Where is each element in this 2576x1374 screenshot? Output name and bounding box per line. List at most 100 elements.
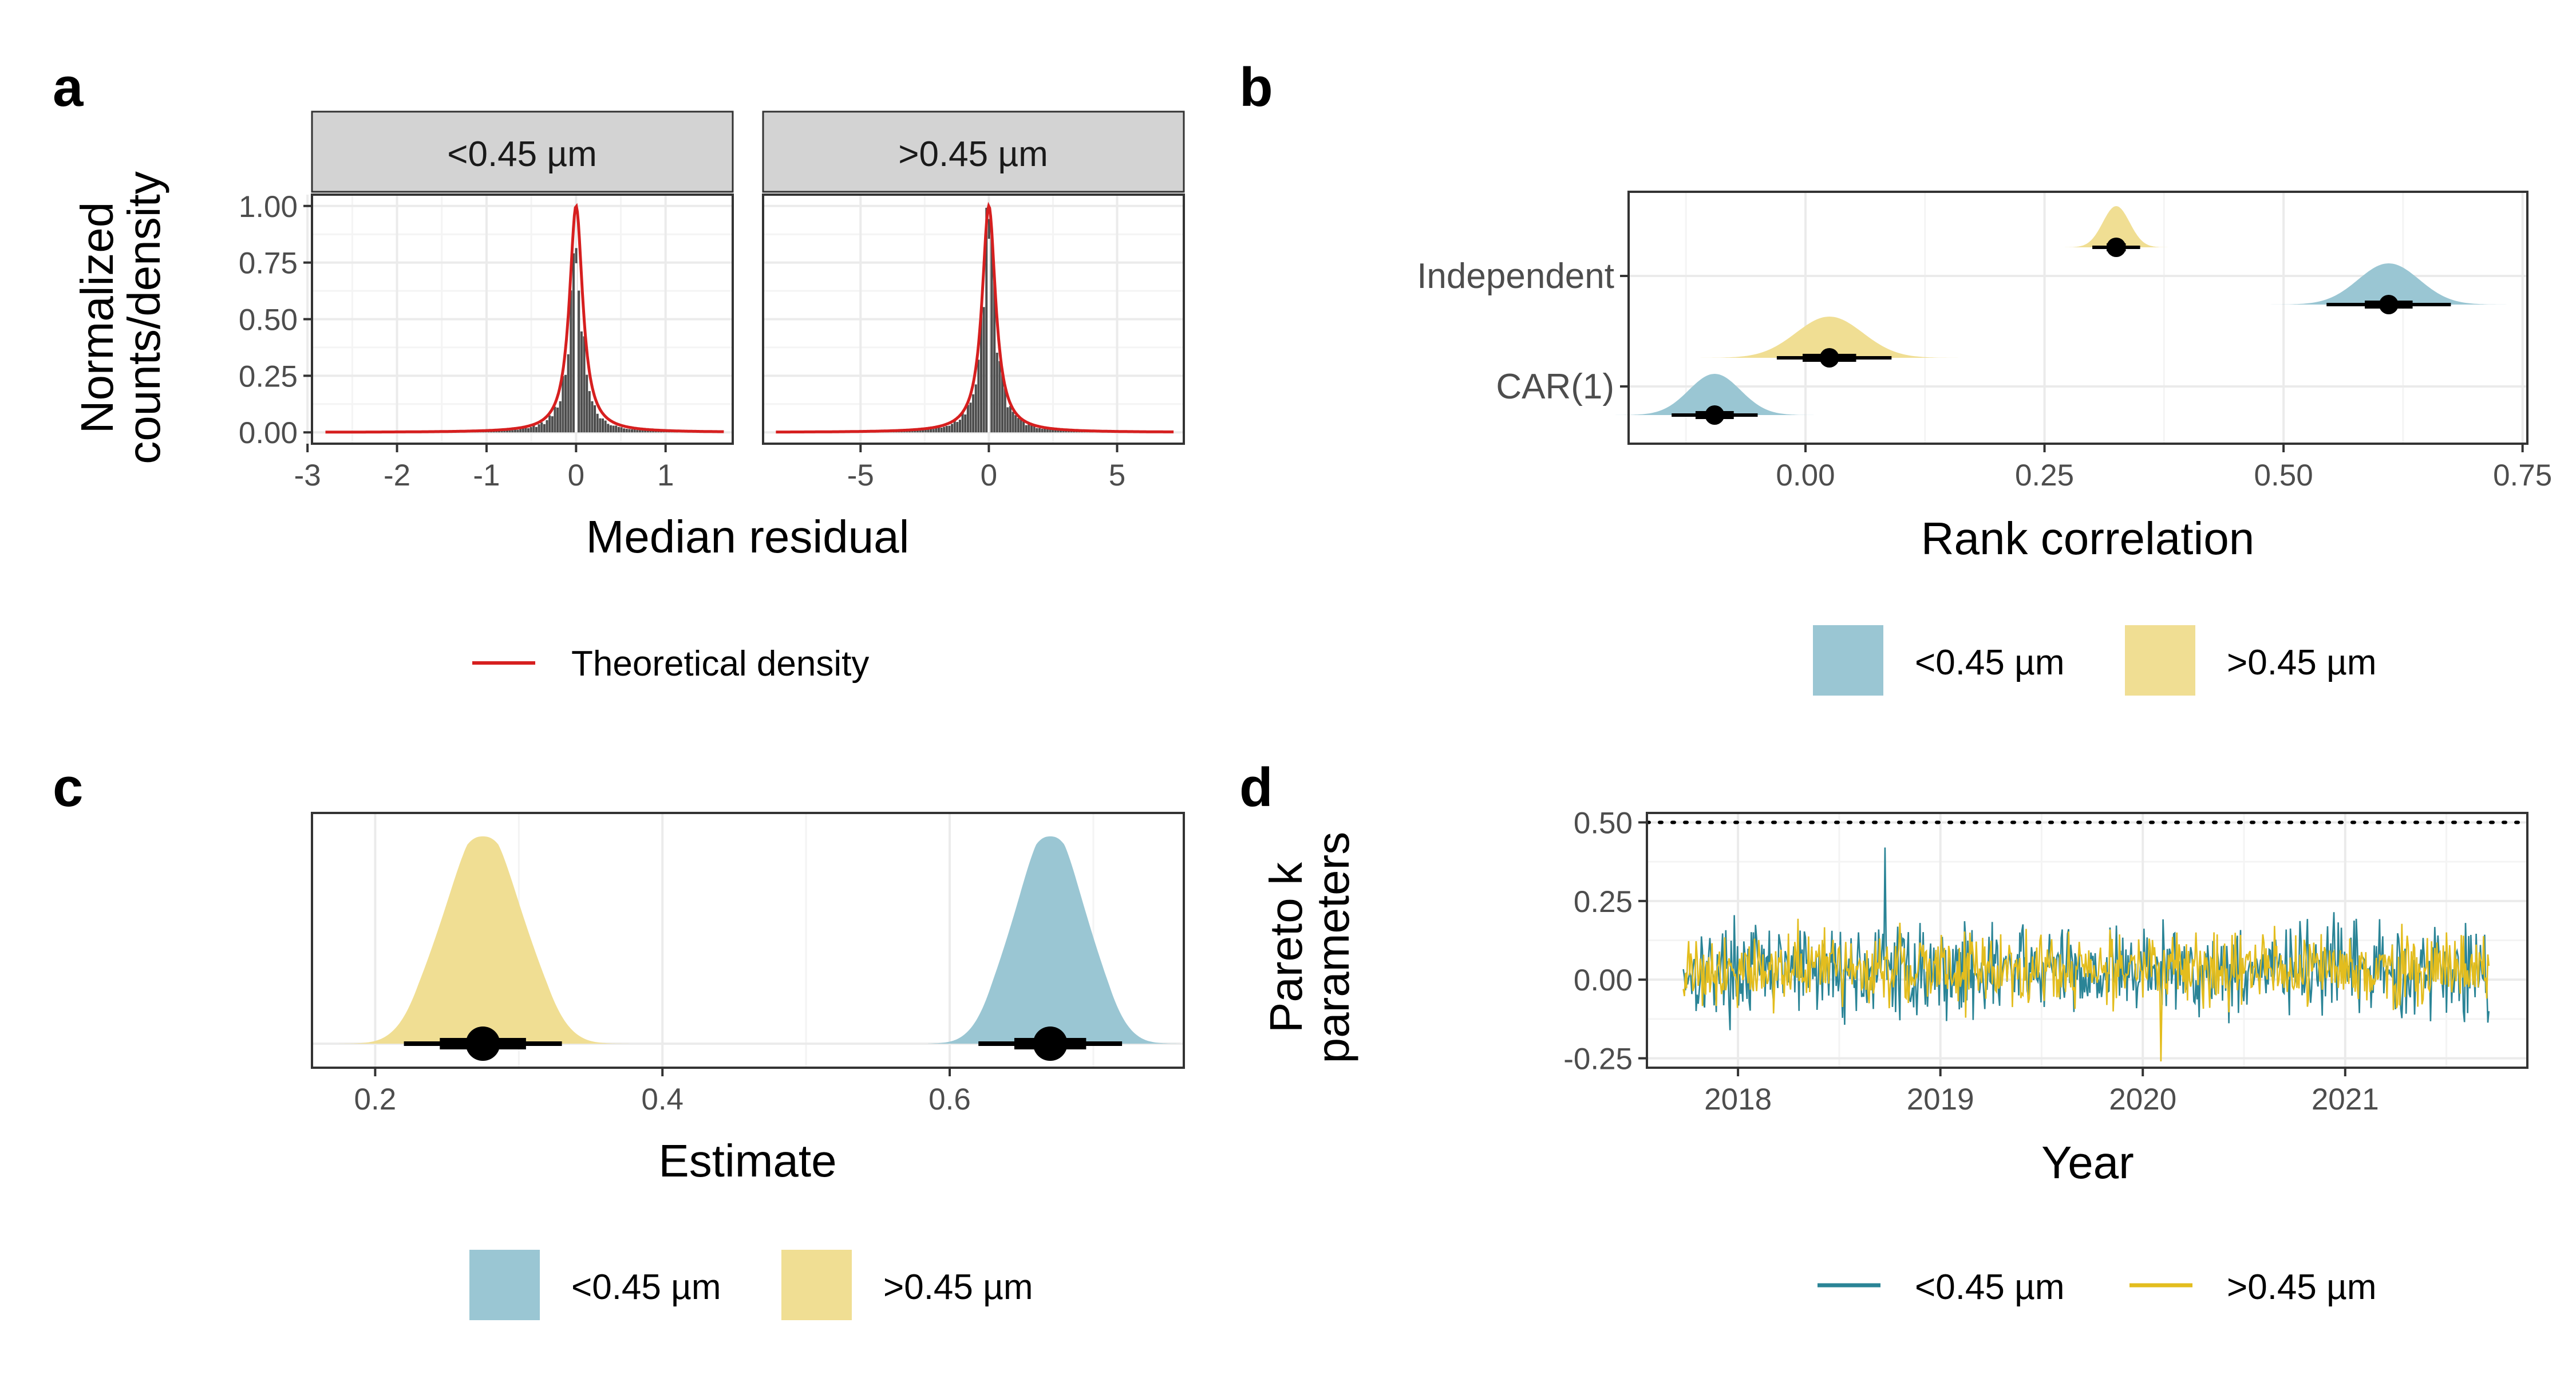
histogram-bar bbox=[554, 406, 556, 433]
histogram-bar bbox=[961, 412, 964, 433]
ylabel-line-2: counts/density bbox=[118, 171, 169, 464]
histogram-bar bbox=[633, 429, 636, 433]
facet-border bbox=[762, 194, 1185, 445]
ylabel-line-1: Pareto k bbox=[1261, 862, 1311, 1033]
histogram-bar bbox=[966, 405, 969, 433]
legend-b-small-label: <0.45 µm bbox=[1915, 643, 2064, 682]
facet-strip-1-label: <0.45 µm bbox=[447, 135, 596, 174]
y-tick-label: 0.00 bbox=[239, 416, 298, 450]
histogram-bar bbox=[591, 401, 594, 433]
histogram-bar bbox=[588, 391, 591, 433]
legend-c-small-label: <0.45 µm bbox=[571, 1268, 721, 1307]
facet-strip-2 bbox=[762, 110, 1185, 193]
histogram-bar bbox=[657, 431, 660, 433]
histogram-bar bbox=[567, 354, 570, 433]
histogram-bar bbox=[1030, 425, 1033, 433]
legend-c-large-key bbox=[781, 1250, 852, 1320]
x-tick-label: 2019 bbox=[1907, 1083, 1974, 1116]
y-tick-label: 0.50 bbox=[1574, 806, 1633, 840]
histogram-bar bbox=[607, 424, 610, 433]
histogram-bar bbox=[601, 418, 604, 433]
halfeye-2 bbox=[2063, 206, 2170, 257]
ylabel-line-1: Normalized bbox=[72, 202, 123, 434]
histogram-bar bbox=[636, 430, 639, 433]
histogram-bar bbox=[540, 422, 543, 433]
x-tick-label: 2021 bbox=[2312, 1083, 2379, 1116]
histogram-bar bbox=[594, 405, 596, 433]
plot-border bbox=[1646, 812, 2528, 1069]
legend-d-large-label: >0.45 µm bbox=[2227, 1268, 2376, 1307]
series-line-1 bbox=[1682, 847, 2490, 1030]
histogram-bar bbox=[617, 427, 620, 433]
histogram-bar bbox=[546, 420, 548, 433]
histogram-bar bbox=[927, 428, 930, 433]
histogram-bar bbox=[982, 307, 985, 433]
histogram-bar bbox=[532, 425, 535, 433]
histogram-bar bbox=[503, 429, 506, 433]
y-tick-label: -0.25 bbox=[1563, 1043, 1633, 1076]
x-tick-label: 0 bbox=[981, 459, 997, 492]
histogram-bar bbox=[548, 415, 551, 433]
histogram-bar bbox=[625, 429, 628, 433]
halfeye-1 bbox=[2266, 263, 2511, 314]
histogram-bar bbox=[559, 401, 562, 433]
histogram-bar bbox=[615, 425, 618, 433]
density-slab bbox=[339, 836, 649, 1044]
histogram-bar bbox=[1036, 428, 1038, 433]
histogram-bar bbox=[998, 361, 1001, 433]
legend-c-large-label: >0.45 µm bbox=[883, 1268, 1033, 1307]
histogram-bar bbox=[914, 429, 916, 433]
x-tick-label: 0.2 bbox=[354, 1083, 397, 1116]
halfeye-4 bbox=[1695, 317, 1963, 368]
histogram-bar bbox=[524, 428, 527, 433]
median-point bbox=[2106, 238, 2126, 257]
histogram-bar bbox=[649, 430, 652, 433]
histogram-bar bbox=[578, 290, 580, 433]
histogram-bar bbox=[652, 430, 655, 433]
histogram-bar bbox=[1020, 418, 1022, 433]
histogram-bar bbox=[1057, 429, 1060, 433]
histogram-bar bbox=[527, 428, 530, 433]
density-slab bbox=[1695, 317, 1963, 358]
x-tick-label: 0.50 bbox=[2254, 459, 2313, 492]
histogram-bar bbox=[1059, 430, 1062, 433]
histogram-bar bbox=[586, 374, 588, 433]
x-tick-label: 0.75 bbox=[2493, 459, 2552, 492]
panel-letter-d: d bbox=[1239, 757, 1273, 818]
histogram-bar bbox=[1006, 407, 1009, 433]
histogram-bar bbox=[993, 282, 996, 433]
histogram-bar bbox=[948, 425, 951, 433]
x-tick-label: 2020 bbox=[2109, 1083, 2176, 1116]
panel-a-legend: Theoretical density bbox=[472, 644, 869, 684]
histogram-bar bbox=[516, 429, 519, 433]
panel-a-facet-1: -3 -2 -1 0 1 0.00 0.25 0.50 0.75 1.00 bbox=[239, 190, 734, 492]
histogram-bar bbox=[511, 430, 514, 433]
histogram-bar bbox=[564, 374, 567, 433]
legend-b-large-key bbox=[2125, 625, 2195, 696]
histogram-bar bbox=[530, 427, 532, 433]
x-tick-label: 0.25 bbox=[2015, 459, 2074, 492]
histogram-bar bbox=[972, 394, 975, 433]
panel-d-legend: <0.45 µm >0.45 µm bbox=[1818, 1268, 2376, 1307]
panel-d-xlabel: Year bbox=[2041, 1137, 2134, 1188]
histogram-bar bbox=[919, 429, 922, 433]
histogram-bar bbox=[604, 420, 607, 433]
x-tick-label: -2 bbox=[384, 459, 410, 492]
theoretical-density-line bbox=[776, 202, 1174, 434]
x-tick-label: -3 bbox=[294, 459, 321, 492]
panel-c-plot: 0.2 0.4 0.6 bbox=[311, 812, 1185, 1116]
histogram-bar bbox=[1022, 421, 1025, 433]
histogram-bar bbox=[654, 431, 657, 433]
plot-border bbox=[1627, 191, 2528, 445]
histogram-bar bbox=[1012, 412, 1014, 433]
x-tick-label: -5 bbox=[847, 459, 874, 492]
histogram-bar bbox=[990, 235, 993, 433]
histogram-bar bbox=[508, 430, 511, 433]
histogram-bar bbox=[521, 428, 524, 433]
panel-b-legend: <0.45 µm >0.45 µm bbox=[1813, 625, 2376, 696]
y-tick-label: 0.25 bbox=[239, 360, 298, 393]
histogram-bar bbox=[995, 353, 998, 433]
